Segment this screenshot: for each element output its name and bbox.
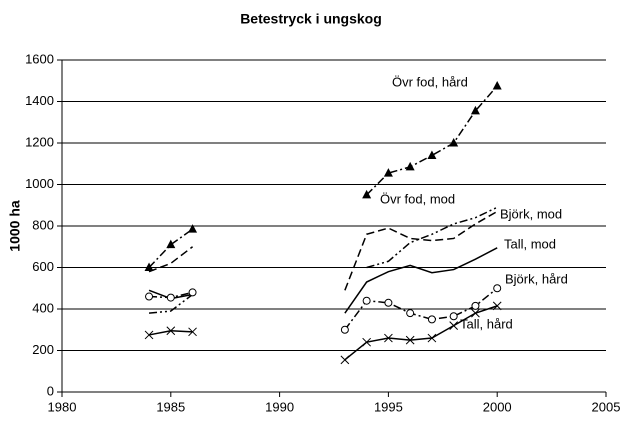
- marker: [362, 337, 371, 347]
- marker: [145, 292, 154, 301]
- marker: [188, 288, 197, 297]
- x-tick-label: 2000: [483, 399, 512, 414]
- marker: [427, 315, 436, 324]
- series-label: Tall, hård: [460, 316, 513, 331]
- x-tick-label: 1980: [48, 399, 77, 414]
- series-label: Övr fod, mod: [380, 191, 455, 206]
- x-tick-label: 2005: [592, 399, 621, 414]
- y-tick-label: 1600: [25, 51, 54, 66]
- y-tick-label: 800: [32, 217, 54, 232]
- y-tick-label: 1400: [25, 93, 54, 108]
- marker: [144, 330, 154, 340]
- chart-title: Betestryck i ungskog: [240, 11, 382, 27]
- y-tick-label: 0: [47, 383, 54, 398]
- marker: [362, 296, 371, 305]
- marker: [188, 224, 198, 233]
- y-tick-label: 200: [32, 342, 54, 357]
- marker: [144, 262, 154, 271]
- marker: [384, 333, 393, 343]
- marker: [449, 321, 459, 330]
- marker: [384, 298, 393, 307]
- series-label: Björk, mod: [500, 206, 562, 221]
- marker: [471, 301, 480, 310]
- marker: [405, 335, 415, 345]
- series-label: Övr fod, hård: [392, 74, 468, 89]
- series-line: [148, 305, 498, 361]
- marker: [470, 105, 480, 115]
- marker: [449, 312, 458, 321]
- series-label: Björk, hård: [505, 271, 568, 286]
- marker: [492, 80, 502, 90]
- marker: [449, 138, 459, 147]
- marker: [166, 293, 175, 302]
- marker: [427, 333, 437, 343]
- marker: [383, 168, 393, 177]
- marker: [362, 189, 372, 199]
- marker: [406, 309, 415, 318]
- marker: [405, 161, 415, 171]
- x-tick-label: 1990: [265, 399, 294, 414]
- marker: [340, 355, 350, 365]
- y-tick-label: 1200: [25, 134, 54, 149]
- marker: [493, 284, 502, 293]
- marker: [166, 239, 176, 249]
- marker: [471, 308, 480, 318]
- series-line: [148, 247, 498, 314]
- x-tick-label: 1995: [374, 399, 403, 414]
- marker: [492, 301, 502, 311]
- series-line: [148, 210, 498, 291]
- series-line: [148, 206, 498, 314]
- series-label: Tall, mod: [504, 236, 556, 251]
- x-tick-label: 1985: [156, 399, 185, 414]
- y-tick-label: 600: [32, 259, 54, 274]
- marker: [188, 327, 197, 337]
- marker: [427, 150, 437, 159]
- y-tick-label: 400: [32, 300, 54, 315]
- series-line: [148, 85, 498, 269]
- marker: [340, 325, 349, 334]
- y-tick-label: 1000: [25, 176, 54, 191]
- marker: [166, 326, 176, 336]
- y-axis-label: 1000 ha: [7, 200, 23, 252]
